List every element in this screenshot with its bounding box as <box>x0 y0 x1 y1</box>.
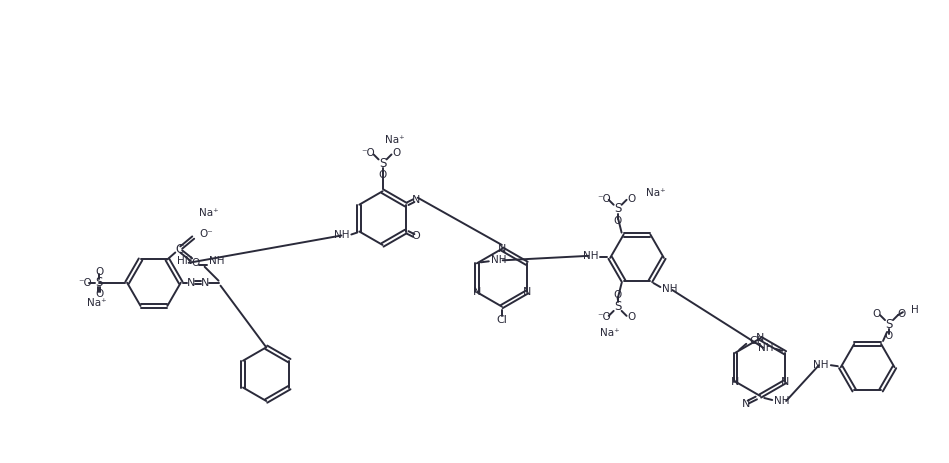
Text: Na⁺: Na⁺ <box>384 135 404 144</box>
Text: NH: NH <box>758 343 773 353</box>
Text: S: S <box>96 276 102 289</box>
Text: Cl: Cl <box>496 315 508 325</box>
Text: O: O <box>95 288 103 299</box>
Text: NH: NH <box>813 360 828 370</box>
Text: NH: NH <box>662 284 678 294</box>
Text: O: O <box>379 170 386 181</box>
Text: NH: NH <box>209 256 224 266</box>
Text: N: N <box>781 376 790 387</box>
Text: N: N <box>523 287 531 297</box>
Text: N: N <box>412 195 419 205</box>
Text: ⁻O: ⁻O <box>79 278 92 288</box>
Text: ⁻O: ⁻O <box>362 149 376 158</box>
Text: O: O <box>898 309 906 319</box>
Text: Na⁺: Na⁺ <box>600 328 620 338</box>
Text: S: S <box>885 318 893 331</box>
Text: NH: NH <box>774 396 790 406</box>
Text: O: O <box>627 194 636 204</box>
Text: O⁻: O⁻ <box>199 229 213 238</box>
Text: Cl: Cl <box>749 336 760 346</box>
Text: O: O <box>191 258 199 269</box>
Text: N: N <box>756 333 765 344</box>
Text: O: O <box>95 267 103 277</box>
Text: N: N <box>731 376 739 387</box>
Text: NH: NH <box>334 231 349 240</box>
Text: O: O <box>884 331 893 341</box>
Text: O: O <box>613 290 622 300</box>
Text: C: C <box>176 243 183 256</box>
Text: S: S <box>614 300 622 313</box>
Text: O: O <box>627 312 636 322</box>
Text: H: H <box>911 305 919 315</box>
Text: ⁻O: ⁻O <box>597 194 610 204</box>
Text: O: O <box>411 232 420 242</box>
Text: O: O <box>872 309 881 319</box>
Text: Na⁺: Na⁺ <box>198 208 218 218</box>
Text: N: N <box>473 287 481 297</box>
Text: N: N <box>187 278 195 288</box>
Text: S: S <box>614 202 622 215</box>
Text: NH: NH <box>583 251 598 261</box>
Text: ⁻O: ⁻O <box>597 312 610 322</box>
Text: HN: HN <box>177 256 193 266</box>
Text: Na⁺: Na⁺ <box>87 298 107 307</box>
Text: N: N <box>200 278 209 288</box>
Text: S: S <box>379 157 386 170</box>
Text: N: N <box>742 399 751 409</box>
Text: N: N <box>497 244 506 254</box>
Text: O: O <box>392 149 400 158</box>
Text: O: O <box>613 216 622 225</box>
Text: NH: NH <box>491 255 506 265</box>
Text: Na⁺: Na⁺ <box>645 188 665 198</box>
